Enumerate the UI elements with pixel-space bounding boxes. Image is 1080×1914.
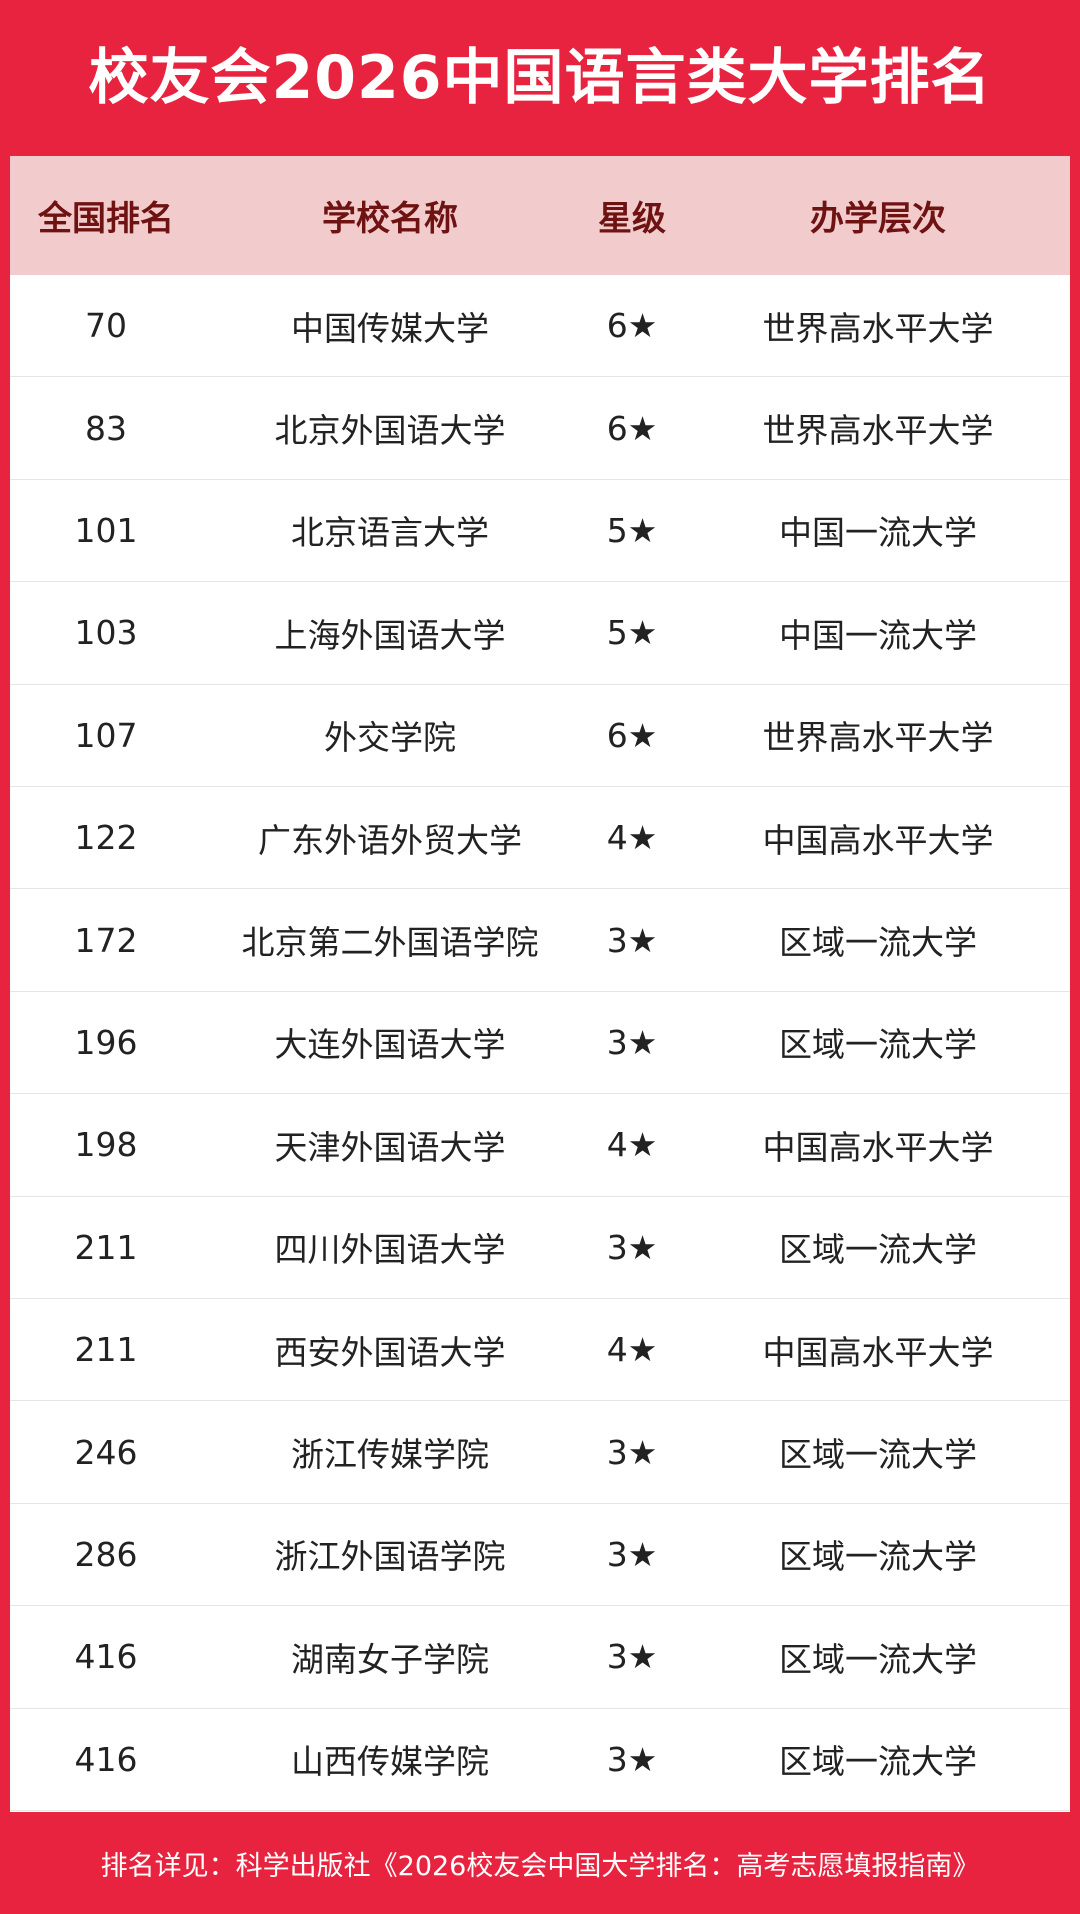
rank-cell: 196 xyxy=(74,1022,138,1062)
table-row: 83 北京外国语大学 6★ 世界高水平大学 xyxy=(10,377,1070,480)
table-row: 211 西安外国语大学 4★ 中国高水平大学 xyxy=(10,1299,1070,1402)
level-cell: 区域一流大学 xyxy=(779,1025,977,1065)
star-cell: 3★ xyxy=(606,920,658,960)
table-row: 122 广东外语外贸大学 4★ 中国高水平大学 xyxy=(10,787,1070,890)
star-cell: 6★ xyxy=(606,306,658,346)
level-cell: 区域一流大学 xyxy=(779,923,977,963)
school-cell: 北京外国语大学 xyxy=(274,411,506,451)
star-cell: 4★ xyxy=(606,1330,658,1370)
page-title: 校友会2026中国语言类大学排名 xyxy=(88,43,992,113)
level-cell: 区域一流大学 xyxy=(779,1230,977,1270)
rank-cell: 246 xyxy=(74,1432,138,1472)
school-cell: 浙江外国语学院 xyxy=(274,1537,506,1577)
header-cell: 学校名称 xyxy=(322,199,458,239)
school-cell: 西安外国语大学 xyxy=(274,1332,506,1372)
school-cell: 广东外语外贸大学 xyxy=(258,820,522,860)
level-cell: 中国高水平大学 xyxy=(762,1127,994,1167)
level-cell: 中国高水平大学 xyxy=(762,1332,994,1372)
school-cell: 天津外国语大学 xyxy=(274,1127,506,1167)
level-cell: 区域一流大学 xyxy=(779,1435,977,1475)
table-row: 172 北京第二外国语学院 3★ 区域一流大学 xyxy=(10,889,1070,992)
table-row: 107 外交学院 6★ 世界高水平大学 xyxy=(10,685,1070,787)
level-cell: 世界高水平大学 xyxy=(762,308,994,348)
level-cell: 区域一流大学 xyxy=(779,1639,977,1679)
table-header: 全国排名 学校名称 星级 办学层次 xyxy=(10,156,1070,275)
table-row: 101 北京语言大学 5★ 中国一流大学 xyxy=(10,480,1070,583)
ranking-table: 全国排名 学校名称 星级 办学层次 70 中国传媒大学 6★ 世界高水平大学 83 北京外国语大… xyxy=(10,156,1070,1812)
level-cell: 中国一流大学 xyxy=(779,615,977,655)
star-cell: 3★ xyxy=(606,1637,658,1677)
school-cell: 湖南女子学院 xyxy=(291,1639,489,1679)
star-cell: 5★ xyxy=(606,613,658,653)
rank-cell: 122 xyxy=(74,818,138,858)
school-cell: 浙江传媒学院 xyxy=(291,1435,489,1475)
school-cell: 北京第二外国语学院 xyxy=(241,923,539,963)
rank-cell: 172 xyxy=(74,920,138,960)
table-row: 416 湖南女子学院 3★ 区域一流大学 xyxy=(10,1606,1070,1709)
rank-cell: 286 xyxy=(74,1534,138,1574)
table-row: 416 山西传媒学院 3★ 区域一流大学 xyxy=(10,1709,1070,1811)
school-cell: 四川外国语大学 xyxy=(274,1230,506,1270)
school-cell: 大连外国语大学 xyxy=(274,1025,506,1065)
school-cell: 外交学院 xyxy=(324,718,456,758)
header-cell: 全国排名 xyxy=(38,199,174,239)
table-row: 103 上海外国语大学 5★ 中国一流大学 xyxy=(10,582,1070,685)
source-note: 排名详见：科学出版社《2026校友会中国大学排名：高考志愿填报指南》 xyxy=(100,1850,980,1882)
rank-cell: 416 xyxy=(74,1739,138,1779)
star-cell: 3★ xyxy=(606,1534,658,1574)
level-cell: 世界高水平大学 xyxy=(762,411,994,451)
rank-cell: 416 xyxy=(74,1637,138,1677)
star-cell: 3★ xyxy=(606,1227,658,1267)
table-row: 211 四川外国语大学 3★ 区域一流大学 xyxy=(10,1197,1070,1299)
star-cell: 4★ xyxy=(606,818,658,858)
rank-cell: 211 xyxy=(74,1227,138,1267)
level-cell: 世界高水平大学 xyxy=(762,718,994,758)
star-cell: 3★ xyxy=(606,1739,658,1779)
star-cell: 3★ xyxy=(606,1432,658,1472)
rank-cell: 198 xyxy=(74,1125,138,1165)
school-cell: 上海外国语大学 xyxy=(274,615,506,655)
star-cell: 4★ xyxy=(606,1125,658,1165)
star-cell: 3★ xyxy=(606,1022,658,1062)
star-cell: 5★ xyxy=(606,510,658,550)
star-cell: 6★ xyxy=(606,715,658,755)
star-cell: 6★ xyxy=(606,408,658,448)
rank-cell: 83 xyxy=(85,408,127,448)
school-cell: 山西传媒学院 xyxy=(291,1742,489,1782)
table-row: 286 浙江外国语学院 3★ 区域一流大学 xyxy=(10,1504,1070,1607)
header-cell: 星级 xyxy=(598,199,666,239)
rank-cell: 101 xyxy=(74,510,138,550)
rank-cell: 107 xyxy=(74,715,138,755)
level-cell: 区域一流大学 xyxy=(779,1742,977,1782)
rank-cell: 70 xyxy=(85,306,127,346)
table-row: 246 浙江传媒学院 3★ 区域一流大学 xyxy=(10,1401,1070,1504)
level-cell: 中国高水平大学 xyxy=(762,820,994,860)
rank-cell: 103 xyxy=(74,613,138,653)
table-row: 196 大连外国语大学 3★ 区域一流大学 xyxy=(10,992,1070,1095)
school-cell: 北京语言大学 xyxy=(291,513,489,553)
rank-cell: 211 xyxy=(74,1330,138,1370)
level-cell: 区域一流大学 xyxy=(779,1537,977,1577)
school-cell: 中国传媒大学 xyxy=(291,308,489,348)
level-cell: 中国一流大学 xyxy=(779,513,977,553)
header-cell: 办学层次 xyxy=(810,199,946,239)
table-row: 198 天津外国语大学 4★ 中国高水平大学 xyxy=(10,1094,1070,1197)
table-row: 70 中国传媒大学 6★ 世界高水平大学 xyxy=(10,275,1070,378)
